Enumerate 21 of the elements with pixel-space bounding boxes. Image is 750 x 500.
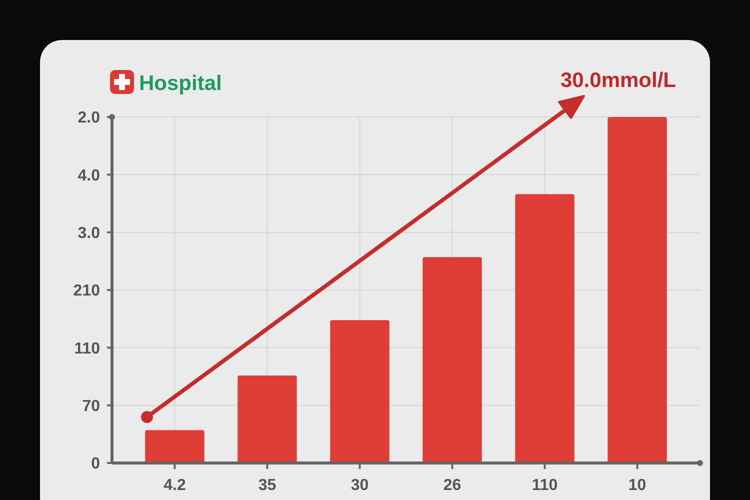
bar <box>238 375 297 463</box>
text: 4.0 <box>78 167 100 184</box>
bar <box>608 117 667 463</box>
text: 210 <box>73 282 100 300</box>
x-tick-label: 30 <box>350 477 369 494</box>
bar <box>422 257 482 463</box>
x-tick-label: 110 <box>532 477 558 494</box>
bar <box>330 320 390 463</box>
text: 3.0 <box>78 224 100 242</box>
bar <box>515 194 574 463</box>
text: 2.0 <box>78 110 100 127</box>
text: 110 <box>74 340 100 358</box>
text: 70 <box>82 398 100 415</box>
x-tick-label: 35 <box>258 477 276 494</box>
bar <box>145 430 204 463</box>
x-tick-label: 4.2 <box>164 477 186 494</box>
x-tick-label: 10 <box>628 477 646 494</box>
x-tick-label: 26 <box>443 477 462 494</box>
text: 30.0mmol/L <box>560 69 676 92</box>
text: 0 <box>91 456 100 473</box>
chart-title: Hospital <box>139 72 222 95</box>
